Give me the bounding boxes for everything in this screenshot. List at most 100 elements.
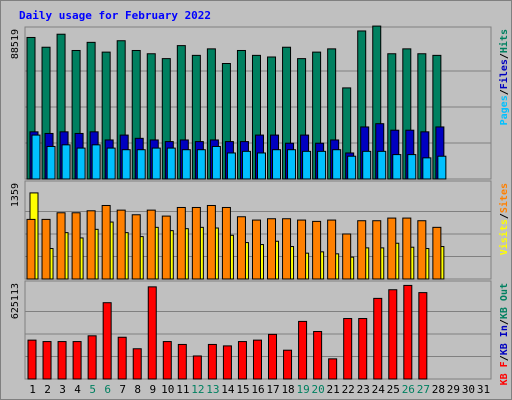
legend-entry-hits-2: Files <box>498 59 510 89</box>
x-tick-label-day-18: 18 <box>281 383 294 396</box>
bar-visits-sites-day-4 <box>71 212 81 280</box>
bar-hits-pages-day-28 <box>437 155 447 180</box>
bar-hits-pages-day-16 <box>256 152 266 180</box>
legend-entry-hits-0: Pages <box>499 95 510 125</box>
bar-visits-sites-day-26 <box>402 217 412 280</box>
x-tick-label-day-7: 7 <box>119 383 126 396</box>
bar-hits-pages-day-18 <box>287 149 297 180</box>
bar-kbytes-kb-f-day-18 <box>283 349 293 380</box>
x-tick-label-day-21: 21 <box>327 383 340 396</box>
x-tick-label-day-2: 2 <box>44 383 51 396</box>
bar-hits-pages-day-1 <box>31 134 41 180</box>
bar-visits-sites-day-10 <box>161 215 171 280</box>
x-tick-label-day-3: 3 <box>59 383 66 396</box>
panel-visits-max-label: 1359 <box>10 183 21 207</box>
panel-kbytes-legend: KB F/KB In/KB Out <box>499 283 510 385</box>
bar-hits-pages-day-10 <box>166 147 176 180</box>
bar-hits-pages-day-24 <box>377 150 387 180</box>
x-tick-label-day-13: 13 <box>206 383 219 396</box>
x-tick-label-day-15: 15 <box>236 383 249 396</box>
x-tick-label-day-10: 10 <box>161 383 174 396</box>
bar-visits-sites-day-27 <box>417 220 427 280</box>
bar-kbytes-kb-f-day-26 <box>403 284 413 380</box>
bar-visits-sites-day-1 <box>26 218 36 280</box>
bar-kbytes-kb-f-day-1 <box>27 339 37 380</box>
panel-kbytes-max-label: 625113 <box>10 283 21 319</box>
bar-hits-pages-day-27 <box>422 157 432 180</box>
bar-hits-pages-day-12 <box>196 149 206 180</box>
bar-kbytes-kb-f-day-2 <box>42 341 52 380</box>
bar-visits-sites-day-13 <box>206 204 216 280</box>
x-tick-label-day-20: 20 <box>312 383 325 396</box>
bar-visits-sites-day-6 <box>101 204 111 280</box>
bar-hits-pages-day-26 <box>407 154 417 180</box>
x-tick-label-day-9: 9 <box>149 383 156 396</box>
bar-kbytes-kb-f-day-9 <box>147 286 157 380</box>
bar-hits-pages-day-2 <box>46 145 56 180</box>
bar-visits-sites-day-28 <box>432 226 442 280</box>
legend-entry-hits-1: / <box>499 89 510 95</box>
bar-kbytes-kb-f-day-15 <box>237 341 247 380</box>
bar-visits-sites-day-15 <box>236 216 246 280</box>
bar-visits-sites-day-16 <box>251 219 261 280</box>
x-tick-label-day-23: 23 <box>357 383 370 396</box>
bar-hits-pages-day-25 <box>392 154 402 180</box>
x-tick-label-day-29: 29 <box>447 383 460 396</box>
legend-entry-visits-2: Sites <box>498 183 510 213</box>
bar-kbytes-kb-f-day-13 <box>207 343 217 380</box>
bar-hits-pages-day-15 <box>241 150 251 180</box>
bar-kbytes-kb-f-day-21 <box>328 358 338 380</box>
bar-hits-pages-day-9 <box>151 147 161 180</box>
bar-visits-sites-day-2 <box>41 218 51 280</box>
bar-hits-pages-day-20 <box>317 150 327 180</box>
bar-hits-pages-day-3 <box>61 144 71 180</box>
bar-hits-pages-day-7 <box>121 149 131 180</box>
bar-visits-sites-day-3 <box>56 212 66 280</box>
bar-kbytes-kb-f-day-17 <box>268 333 278 380</box>
bar-kbytes-kb-f-day-22 <box>343 318 353 380</box>
bar-kbytes-kb-f-day-10 <box>162 341 172 380</box>
x-tick-label-day-4: 4 <box>74 383 81 396</box>
bar-hits-pages-day-8 <box>136 149 146 180</box>
bar-visits-sites-day-7 <box>116 209 126 280</box>
x-tick-label-day-1: 1 <box>29 383 36 396</box>
bar-hits-pages-day-23 <box>362 150 372 180</box>
bar-kbytes-kb-f-day-3 <box>57 341 67 380</box>
bar-hits-pages-day-5 <box>91 144 101 180</box>
x-tick-label-day-16: 16 <box>251 383 264 396</box>
bar-visits-sites-day-24 <box>372 220 382 280</box>
panel-hits-legend: Pages/Files/Hits <box>498 29 510 125</box>
bar-kbytes-kb-f-day-24 <box>373 297 383 380</box>
bar-visits-sites-day-23 <box>357 220 367 280</box>
x-tick-label-day-28: 28 <box>432 383 445 396</box>
legend-entry-kbytes-3: / <box>499 319 510 325</box>
x-tick-label-day-30: 30 <box>462 383 475 396</box>
bar-visits-sites-day-5 <box>86 210 96 280</box>
bar-hits-pages-day-11 <box>181 149 191 180</box>
bar-visits-sites-day-19 <box>297 219 307 280</box>
legend-entry-kbytes-0: KB F <box>499 361 510 385</box>
bar-kbytes-kb-f-day-5 <box>87 335 97 380</box>
bar-hits-pages-day-17 <box>272 149 282 180</box>
bar-visits-sites-day-20 <box>312 220 322 280</box>
x-tick-label-day-6: 6 <box>104 383 111 396</box>
bar-visits-sites-day-8 <box>131 214 141 280</box>
x-tick-label-day-17: 17 <box>266 383 279 396</box>
bar-visits-sites-day-21 <box>327 219 337 280</box>
bar-kbytes-kb-f-day-20 <box>313 330 323 380</box>
bar-hits-pages-day-14 <box>226 152 236 180</box>
bar-hits-pages-day-13 <box>211 145 221 180</box>
bar-kbytes-kb-f-day-23 <box>358 318 368 380</box>
bar-kbytes-kb-f-day-6 <box>102 302 112 380</box>
bar-visits-sites-day-9 <box>146 209 156 280</box>
x-tick-label-day-14: 14 <box>221 383 235 396</box>
bar-visits-sites-day-17 <box>267 218 277 280</box>
bar-kbytes-kb-f-day-11 <box>177 343 187 380</box>
panel-hits-max-label: 88519 <box>10 29 21 59</box>
x-tick-label-day-25: 25 <box>387 383 400 396</box>
legend-entry-hits-3: / <box>499 53 510 59</box>
x-tick-label-day-22: 22 <box>342 383 355 396</box>
bar-visits-sites-day-11 <box>176 206 186 280</box>
